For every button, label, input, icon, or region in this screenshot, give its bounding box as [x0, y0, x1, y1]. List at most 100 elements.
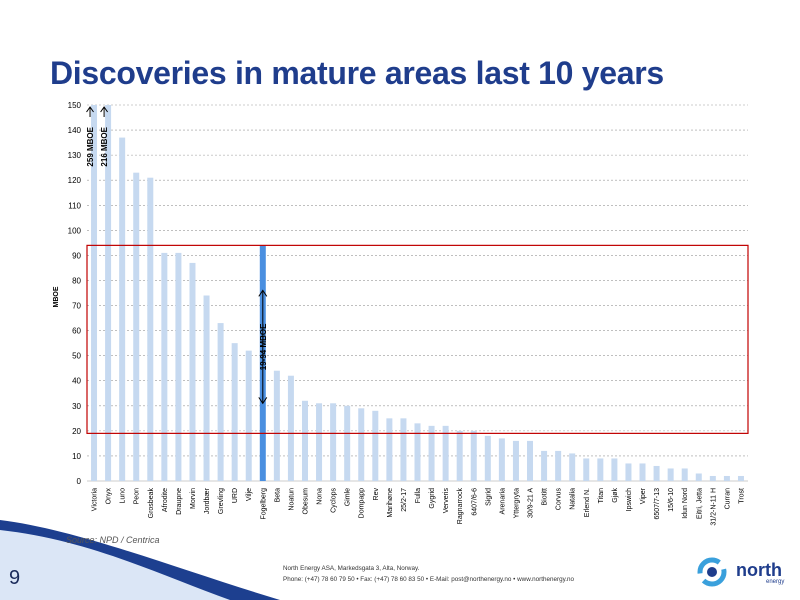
x-tick-label: Rev [373, 488, 380, 501]
x-tick-label: Beta [274, 488, 281, 503]
x-tick-label: Yttergryta [513, 488, 520, 518]
bar [175, 252, 182, 481]
x-tick-label: Dompapp [359, 488, 366, 518]
x-tick-label: Ipswich [626, 488, 633, 511]
bar [386, 418, 393, 481]
page-title: Discoveries in mature areas last 10 year… [50, 55, 664, 91]
bar [203, 295, 210, 481]
bar [400, 418, 407, 481]
arrow-up-icon [100, 106, 109, 113]
x-tick-label: 25/2-17 [401, 488, 408, 512]
y-tick-label: 130 [68, 151, 82, 160]
bar [372, 410, 379, 481]
x-tick-label: Fogelberg [260, 488, 267, 520]
highlight-box [86, 244, 749, 434]
arrow-up-icon [86, 106, 94, 113]
x-tick-label: Curran [724, 488, 731, 510]
x-tick-label: Onyx [106, 488, 113, 505]
bar [709, 475, 716, 481]
y-tick-label: 80 [72, 276, 81, 285]
arrow-up-icon [258, 289, 268, 297]
x-tick-label: URD [232, 488, 239, 503]
x-tick-label: Natalia [570, 488, 577, 510]
bar [91, 105, 98, 481]
y-tick-label: 10 [72, 452, 81, 461]
x-tick-label: Noatun [288, 488, 295, 511]
x-tick-label: Draupne [176, 488, 183, 515]
bar [105, 105, 112, 481]
page-number: 9 [9, 567, 21, 589]
y-tick-label: 20 [72, 427, 81, 436]
x-tick-label: Biotitt [542, 488, 549, 506]
bar [119, 137, 126, 481]
y-tick-label: 120 [68, 176, 82, 185]
x-tick-label: Peon [134, 488, 141, 504]
x-tick-label: Luno [120, 488, 127, 504]
bar [273, 370, 280, 481]
source-note: Source: NPD / Centrica [66, 535, 160, 545]
x-tick-label: Trost [738, 488, 745, 504]
x-tick-label: Ververis [443, 488, 450, 514]
bar [695, 473, 702, 481]
y-tick-label: 110 [68, 201, 81, 210]
x-tick-label: Grosbeak [148, 488, 155, 519]
bar [611, 458, 618, 481]
footer-swoosh [0, 520, 280, 600]
y-tick-label: 150 [68, 101, 82, 110]
x-tick-label: Cyclops [331, 488, 338, 513]
bar [498, 438, 505, 481]
bar [541, 450, 548, 481]
bar [217, 323, 224, 481]
x-tick-label: Viper [640, 487, 647, 504]
bar [667, 468, 674, 481]
annotation-label: 19-94 MBOE [259, 323, 268, 370]
x-tick-label: Idun Nord [682, 488, 689, 519]
bar [442, 425, 449, 481]
bar [527, 440, 534, 481]
bar [569, 453, 576, 481]
x-tick-label: Erlend N. [584, 488, 591, 517]
logo-subtext: energy [766, 579, 785, 585]
y-tick-label: 90 [72, 251, 81, 260]
bar [723, 475, 730, 481]
x-tick-label: Eitri, Jetta [696, 488, 703, 519]
bar [484, 435, 491, 481]
bar [161, 252, 168, 481]
bar [231, 343, 238, 481]
x-tick-label: Arenaria [499, 488, 506, 515]
arrow-down-icon [258, 397, 268, 405]
y-tick-label: 70 [72, 302, 81, 311]
bar [653, 465, 660, 481]
bar-chart: 0 10 20 30 40 50 60 70 80 90 100 110 120 130 140 150 Vi… [53, 101, 749, 526]
bar [245, 350, 252, 481]
y-tick-label: 40 [72, 377, 81, 386]
x-tick-label: Jordbær [204, 487, 211, 514]
bar [344, 405, 351, 481]
annotation-label: 216 MBOE [100, 126, 109, 166]
x-tick-label: Nona [317, 488, 324, 505]
logo-text: north [736, 560, 782, 580]
bar [133, 172, 140, 481]
bar [625, 463, 632, 481]
annotation-label: 259 MBOE [86, 126, 95, 166]
x-tick-label: Gjøk [612, 488, 619, 503]
x-tick-label: Victoria [92, 488, 99, 511]
x-tick-label: Fulla [415, 488, 422, 503]
x-tick-label: Sigrid [485, 488, 492, 506]
x-tick-label: Titan [598, 488, 605, 503]
x-tick-label: Ragnarrock [457, 488, 464, 525]
x-tick-label: 30/9-21 A [528, 488, 535, 518]
bar [597, 458, 604, 481]
x-tick-label: Gygrid [429, 488, 436, 509]
bar [512, 440, 519, 481]
x-tick-label: Obesum [302, 488, 309, 515]
x-tick-label: Marihøne [387, 488, 394, 518]
bar [316, 403, 323, 481]
bar [330, 403, 337, 481]
bar [737, 475, 744, 481]
bar [358, 408, 365, 481]
x-tick-label: Gimle [345, 488, 352, 506]
y-tick-label: 30 [72, 402, 81, 411]
bar [428, 425, 435, 481]
y-tick-label: 60 [72, 327, 81, 336]
